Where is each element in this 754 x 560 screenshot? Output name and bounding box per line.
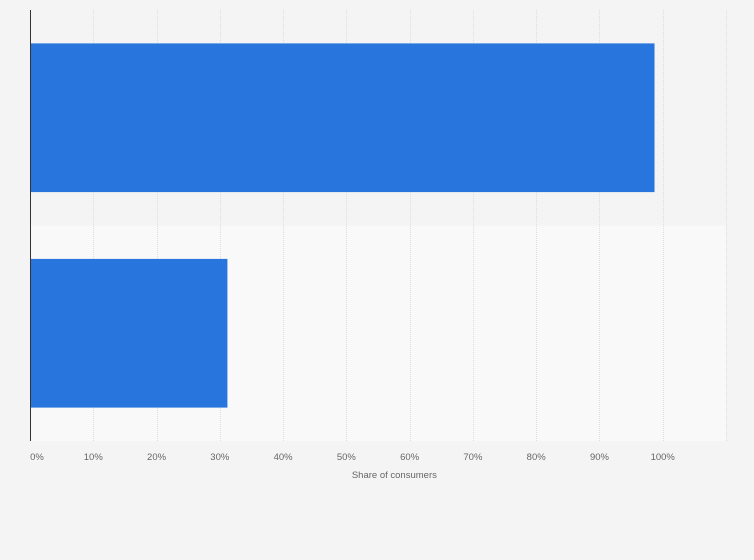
x-axis-title: Share of consumers: [352, 470, 437, 481]
x-tick-label: 80%: [527, 452, 547, 463]
bar: [30, 43, 655, 193]
x-tick-label: 50%: [337, 452, 357, 463]
x-tick-label: 40%: [274, 452, 294, 463]
x-tick-label: 20%: [147, 452, 167, 463]
bar: [30, 258, 228, 408]
x-axis-ticks: 0% 10% 20% 30% 40% 50% 60% 70% 80% 90% 100%: [30, 452, 675, 463]
x-tick-label: 0%: [30, 452, 44, 463]
x-tick-label: 70%: [463, 452, 483, 463]
x-tick-label: 30%: [210, 452, 230, 463]
bars: [30, 43, 655, 408]
x-tick-label: 90%: [590, 452, 610, 463]
x-tick-label: 10%: [84, 452, 104, 463]
x-tick-label: 100%: [651, 452, 676, 463]
x-tick-label: 60%: [400, 452, 420, 463]
